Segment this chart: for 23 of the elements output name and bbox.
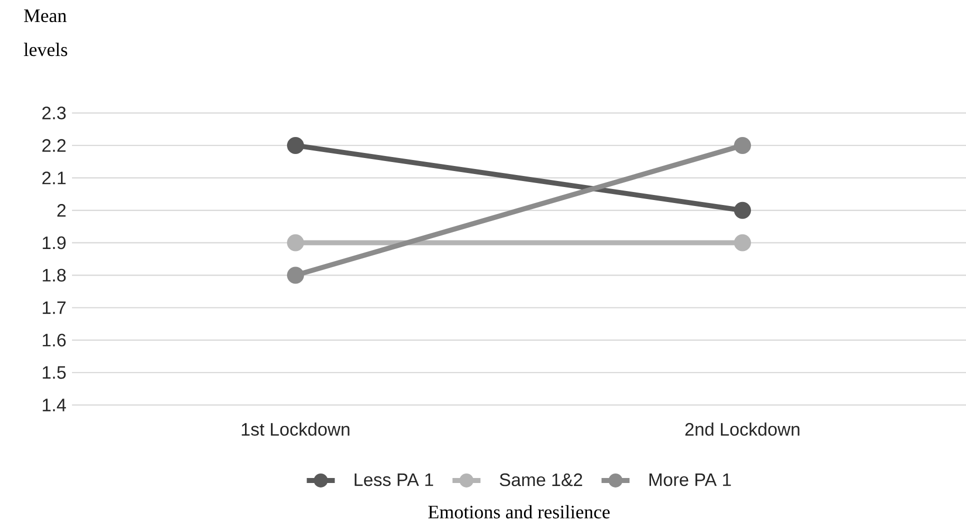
- x-axis-title: Emotions and resilience: [428, 505, 610, 518]
- y-tick-label: 1.4: [42, 398, 66, 412]
- y-axis-title: Mean levels: [24, 10, 68, 56]
- y-tick-label: 1.9: [42, 236, 66, 250]
- x-tick-label: 1st Lockdown: [242, 422, 350, 436]
- y-tick-label: 2.2: [42, 139, 66, 152]
- point: [287, 266, 304, 284]
- y-tick-label: 1.5: [42, 366, 66, 379]
- x-tick-label: 2nd Lockdown: [685, 422, 800, 436]
- legend-label: Same 1&2: [500, 473, 582, 486]
- y-tick-label: 1.8: [42, 268, 66, 282]
- point: [287, 136, 304, 154]
- point: [734, 234, 752, 252]
- y-tick-label: 2: [57, 204, 66, 217]
- y-tick-label: 1.7: [42, 301, 66, 314]
- point: [734, 136, 752, 154]
- legend-label: Less PA 1: [354, 474, 434, 486]
- y-tick-label: 1.6: [42, 334, 66, 346]
- point: [734, 202, 752, 219]
- legend-label: More PA 1: [650, 474, 731, 486]
- y-tick-label: 2.1: [42, 172, 66, 184]
- y-tick-label: 2.3: [42, 106, 66, 120]
- point: [287, 234, 304, 252]
